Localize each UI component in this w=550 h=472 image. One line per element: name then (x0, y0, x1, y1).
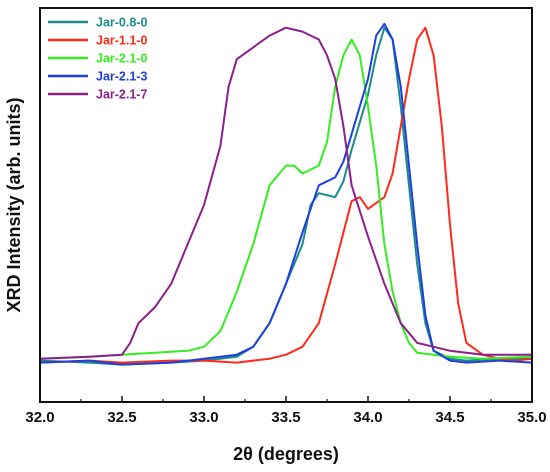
series-lines (39, 22, 533, 366)
x-tick-label: 32.5 (107, 409, 136, 426)
x-tick-label: 34.0 (353, 409, 382, 426)
x-tick-label: 32.0 (25, 409, 54, 426)
legend-label: Jar-1.1-0 (96, 34, 147, 48)
legend-label: Jar-2.1-7 (96, 88, 147, 102)
x-tick-label: 33.0 (189, 409, 218, 426)
series-line-jar-1-1-0 (39, 26, 533, 364)
x-axis-title: 2θ (degrees) (233, 444, 339, 464)
legend-label: Jar-2.1-0 (96, 52, 147, 66)
series-line-jar-2-1-7 (39, 26, 532, 360)
legend-label: Jar-0.8-0 (96, 16, 147, 30)
x-tick-label: 33.5 (271, 409, 300, 426)
y-axis-title: XRD Intensity (arb. units) (4, 97, 24, 312)
plot-frame (39, 7, 533, 403)
legend: Jar-0.8-0 Jar-1.1-0 Jar-2.1-0 Jar-2.1-3 Jar-… (48, 16, 147, 102)
series-line-jar-2-1-0 (39, 38, 533, 360)
x-tick-label: 34.5 (435, 409, 464, 426)
x-tick-label: 35.0 (517, 409, 546, 426)
legend-label: Jar-2.1-3 (96, 70, 147, 84)
series-line-jar-2-1-3 (39, 22, 533, 366)
x-axis-ticks: 32.0 32.5 33.0 33.5 34.0 34.5 35.0 (25, 396, 547, 426)
